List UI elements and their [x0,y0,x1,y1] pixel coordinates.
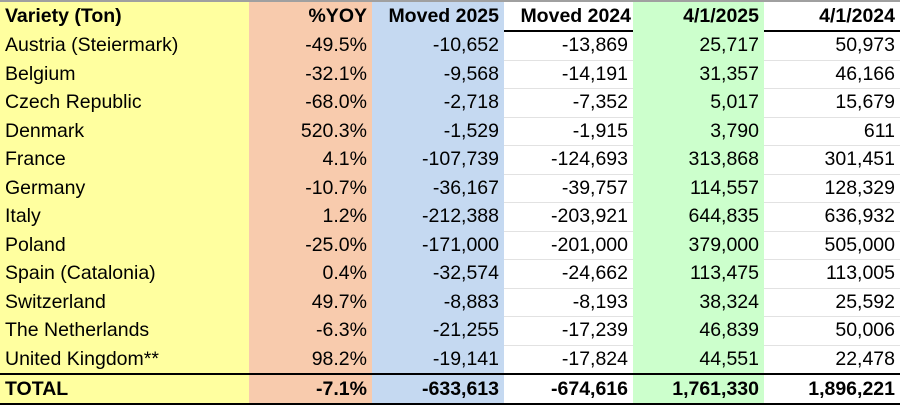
cell-variety: Germany [0,174,249,203]
cell-moved-2025: -36,167 [372,174,504,203]
column-header-stock-2025-04-01: 4/1/2025 [633,1,764,32]
cell-yoy: 520.3% [249,117,372,146]
cell-stock-2024-04-01: 22,478 [764,345,900,375]
cell-moved-2024: -17,239 [504,316,633,346]
table-row: Belgium -32.1% -9,568 -14,191 31,357 46,166 [0,60,900,89]
total-moved-2024: -674,616 [504,373,633,405]
column-header-moved-2024: Moved 2024 [504,1,633,32]
cell-moved-2025: -212,388 [372,202,504,232]
cell-moved-2025: -1,529 [372,117,504,146]
cell-stock-2025-04-01: 46,839 [633,316,764,346]
cell-moved-2025: -32,574 [372,259,504,289]
table-row: Czech Republic -68.0% -2,718 -7,352 5,017 15,… [0,88,900,118]
cell-moved-2024: -1,915 [504,117,633,146]
table-row: Spain (Catalonia) 0.4% -32,574 -24,662 113,4… [0,259,900,289]
cell-stock-2024-04-01: 50,006 [764,316,900,346]
table-row: The Netherlands -6.3% -21,255 -17,239 46,839… [0,316,900,346]
cell-stock-2024-04-01: 50,973 [764,31,900,61]
total-moved-2025: -633,613 [372,373,504,405]
cell-stock-2025-04-01: 313,868 [633,145,764,175]
cell-stock-2025-04-01: 44,551 [633,345,764,375]
cell-moved-2025: -171,000 [372,231,504,260]
cell-variety: United Kingdom** [0,345,249,375]
cell-yoy: -49.5% [249,31,372,61]
cell-stock-2024-04-01: 611 [764,117,900,146]
table-row: Poland -25.0% -171,000 -201,000 379,000 505,0… [0,231,900,260]
cell-variety: Austria (Steiermark) [0,31,249,61]
cell-stock-2024-04-01: 128,329 [764,174,900,203]
cell-stock-2025-04-01: 644,835 [633,202,764,232]
cell-moved-2024: -14,191 [504,60,633,89]
cell-yoy: -6.3% [249,316,372,346]
cell-yoy: 4.1% [249,145,372,175]
table-row: Austria (Steiermark) -49.5% -10,652 -13,869… [0,31,900,61]
cell-stock-2025-04-01: 38,324 [633,288,764,317]
cell-moved-2024: -8,193 [504,288,633,317]
column-header-moved-2025: Moved 2025 [372,1,504,32]
cell-yoy: -32.1% [249,60,372,89]
cell-moved-2024: -39,757 [504,174,633,203]
cell-moved-2024: -24,662 [504,259,633,289]
cell-moved-2025: -2,718 [372,88,504,118]
cell-moved-2025: -107,739 [372,145,504,175]
column-header-yoy: %YOY [249,1,372,32]
cell-variety: Switzerland [0,288,249,317]
cell-stock-2025-04-01: 113,475 [633,259,764,289]
cell-yoy: 49.7% [249,288,372,317]
table-row: France 4.1% -107,739 -124,693 313,868 301,451 [0,145,900,175]
table-row: Italy 1.2% -212,388 -203,921 644,835 636,932 [0,202,900,232]
column-header-stock-2024-04-01: 4/1/2024 [764,1,900,32]
cell-stock-2024-04-01: 636,932 [764,202,900,232]
cell-moved-2024: -13,869 [504,31,633,61]
cell-variety: Denmark [0,117,249,146]
cell-stock-2025-04-01: 25,717 [633,31,764,61]
cell-moved-2024: -203,921 [504,202,633,232]
cell-stock-2025-04-01: 114,557 [633,174,764,203]
cell-yoy: -68.0% [249,88,372,118]
cell-stock-2024-04-01: 301,451 [764,145,900,175]
cell-variety: Poland [0,231,249,260]
cell-moved-2024: -201,000 [504,231,633,260]
column-header-variety: Variety (Ton) [0,1,249,32]
total-yoy: -7.1% [249,373,372,405]
total-stock-2024-04-01: 1,896,221 [764,373,900,405]
cell-moved-2025: -8,883 [372,288,504,317]
cell-variety: Belgium [0,60,249,89]
total-stock-2025-04-01: 1,761,330 [633,373,764,405]
total-variety: TOTAL [0,373,249,405]
cell-variety: Czech Republic [0,88,249,118]
cell-moved-2024: -7,352 [504,88,633,118]
cell-stock-2024-04-01: 113,005 [764,259,900,289]
cell-stock-2025-04-01: 3,790 [633,117,764,146]
cell-moved-2025: -19,141 [372,345,504,375]
cell-moved-2025: -9,568 [372,60,504,89]
cell-moved-2024: -17,824 [504,345,633,375]
cell-variety: The Netherlands [0,316,249,346]
cell-yoy: 1.2% [249,202,372,232]
table-row: Switzerland 49.7% -8,883 -8,193 38,324 25,592 [0,288,900,317]
cell-stock-2025-04-01: 5,017 [633,88,764,118]
cell-stock-2024-04-01: 505,000 [764,231,900,260]
cell-stock-2025-04-01: 31,357 [633,60,764,89]
cell-stock-2024-04-01: 46,166 [764,60,900,89]
cell-yoy: 0.4% [249,259,372,289]
cell-yoy: -10.7% [249,174,372,203]
cell-stock-2025-04-01: 379,000 [633,231,764,260]
cell-yoy: -25.0% [249,231,372,260]
cell-variety: Italy [0,202,249,232]
table-row: United Kingdom** 98.2% -19,141 -17,824 44,55… [0,345,900,375]
header-row: Variety (Ton) %YOY Moved 2025 Moved 2024 4/1… [0,1,900,32]
cell-variety: France [0,145,249,175]
cell-stock-2024-04-01: 25,592 [764,288,900,317]
table-row: Denmark 520.3% -1,529 -1,915 3,790 611 [0,117,900,146]
cell-stock-2024-04-01: 15,679 [764,88,900,118]
table-row: Germany -10.7% -36,167 -39,757 114,557 128,32… [0,174,900,203]
cell-moved-2024: -124,693 [504,145,633,175]
cell-moved-2025: -10,652 [372,31,504,61]
cell-variety: Spain (Catalonia) [0,259,249,289]
cell-yoy: 98.2% [249,345,372,375]
cell-moved-2025: -21,255 [372,316,504,346]
total-row: TOTAL -7.1% -633,613 -674,616 1,761,330 1,896… [0,373,900,405]
